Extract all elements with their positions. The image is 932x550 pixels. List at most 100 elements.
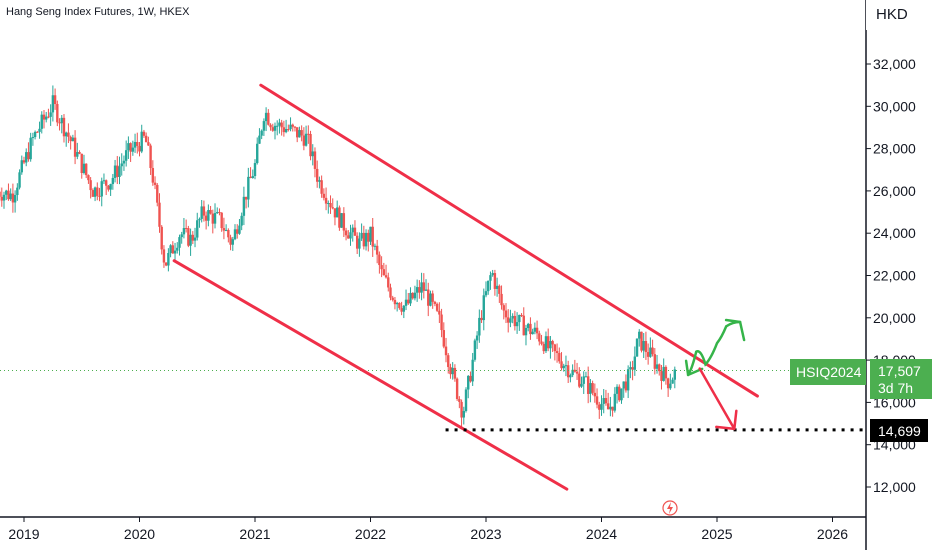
candle-body (116, 165, 119, 177)
candle-body (29, 137, 32, 160)
candle-body (469, 375, 472, 382)
candle-body (273, 125, 277, 131)
candle-body (444, 346, 448, 356)
candle-body (156, 184, 159, 203)
candle-body (298, 130, 301, 138)
candle-body (213, 213, 217, 224)
candle-body (264, 112, 268, 122)
candle-body (5, 190, 8, 195)
candle-body (495, 285, 499, 289)
channel-lower-line[interactable] (172, 259, 569, 491)
candle-body (218, 212, 221, 214)
candle-body (387, 277, 390, 288)
candle-body (36, 131, 39, 133)
candle-body (544, 336, 548, 352)
candle-body (180, 234, 183, 238)
candle-body (251, 176, 254, 179)
candle-body (573, 369, 577, 372)
candle-body (646, 352, 650, 357)
candle-body (124, 150, 128, 161)
candle-body (429, 293, 432, 306)
candle-body (464, 389, 468, 412)
candle-body (375, 245, 379, 255)
candle-body (338, 207, 341, 228)
candle-body (458, 398, 461, 402)
candle-body (531, 331, 534, 335)
candle-body (331, 207, 334, 209)
candle-body (473, 340, 477, 360)
candle-body (438, 310, 441, 315)
candle-body (142, 131, 146, 136)
bearish-arrow[interactable] (698, 367, 736, 431)
channel-upper-line[interactable] (259, 83, 759, 398)
candle-body (122, 160, 126, 164)
candle-body (664, 366, 668, 379)
candle-body (16, 187, 19, 196)
x-axis[interactable]: 2019 2020 2021 2022 2023 2024 2025 2026 (8, 517, 848, 542)
candle-body (507, 317, 510, 323)
candle-body (411, 292, 414, 299)
y-tick-label: 28,000 (873, 141, 916, 157)
candle-body (453, 367, 457, 379)
candle-body (227, 229, 230, 238)
candle-body (420, 282, 423, 293)
candle-body (42, 114, 46, 120)
candle-body (518, 314, 521, 323)
candle-body (391, 297, 394, 300)
candle-body (433, 301, 437, 304)
candle-body (278, 122, 281, 126)
snapshot-icon[interactable] (662, 500, 678, 516)
candle-body (580, 383, 583, 387)
last-price-tag[interactable]: HSIQ2024 17,507 3d 7h (790, 359, 932, 399)
candle-body (56, 104, 59, 123)
candle-body (82, 163, 86, 174)
candle-body (311, 151, 314, 157)
candle-body (104, 180, 108, 186)
candle-body (45, 116, 48, 120)
candle-body (20, 160, 23, 173)
candle-body (593, 392, 597, 397)
candle-body (144, 135, 148, 143)
candle-body (600, 403, 603, 410)
candle-body (58, 122, 61, 124)
x-tick-label: 2022 (355, 526, 386, 542)
candle-body (300, 130, 303, 136)
candle-body (60, 117, 63, 124)
candle-body (153, 182, 157, 185)
candle-body (364, 232, 368, 247)
candle-body (9, 193, 12, 200)
candle-body (582, 376, 585, 384)
candle-body (65, 132, 68, 137)
candle-body (313, 151, 317, 169)
candle-body (267, 112, 270, 125)
candle-body (73, 137, 77, 157)
candle-body (18, 172, 21, 188)
candle-body (324, 197, 328, 204)
candle-body (340, 213, 343, 228)
candle-body (178, 237, 181, 248)
candle-body (666, 378, 670, 389)
candle-body (415, 287, 419, 293)
candle-body (62, 117, 66, 137)
candle-body (315, 168, 319, 182)
candle-body (669, 383, 672, 389)
candle-body (84, 163, 88, 176)
candle-body (222, 228, 226, 231)
candle-body (69, 136, 72, 142)
candle-body (524, 327, 528, 336)
candle-body (478, 317, 481, 336)
candle-body (604, 398, 608, 404)
support-price-tag[interactable]: 14,699 (870, 419, 928, 442)
candle-body (424, 289, 428, 291)
candle-body (389, 287, 392, 298)
candle-body (182, 228, 186, 235)
candle-body (11, 193, 15, 203)
candle-body (449, 367, 452, 375)
candle-body (402, 305, 406, 312)
candle-body (207, 210, 210, 221)
bullish-arrow[interactable] (686, 320, 742, 377)
support-tag-bg (870, 419, 928, 442)
candle-body (671, 379, 674, 384)
y-tick-label: 32,000 (873, 56, 916, 72)
